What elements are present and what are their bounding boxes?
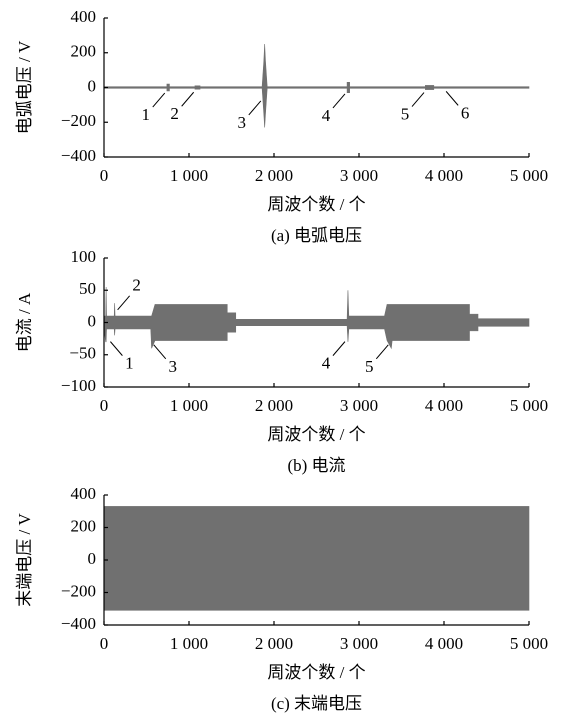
x-tick-label: 5 000 (510, 166, 548, 185)
x-tick-label: 3 000 (340, 396, 378, 415)
x-axis-label: 周波个数 / 个 (267, 663, 365, 682)
y-tick-label: 400 (71, 484, 97, 503)
x-tick-label: 0 (100, 396, 109, 415)
annotation-label: 1 (125, 354, 134, 373)
y-tick-label: 0 (88, 549, 97, 568)
signal-envelope (103, 506, 530, 611)
y-axis-label: 电流 / A (15, 292, 34, 352)
annotation-leader (411, 92, 425, 107)
annotation-label: 3 (169, 357, 178, 376)
y-tick-label: 200 (71, 42, 97, 61)
annotation-label: 5 (401, 104, 410, 123)
x-tick-label: 5 000 (510, 634, 548, 653)
x-tick-label: 2 000 (255, 634, 293, 653)
annotation-leader (375, 344, 389, 360)
x-axis-label: 周波个数 / 个 (267, 425, 365, 444)
annotation-leader (153, 344, 167, 360)
annotation-leader (181, 91, 195, 107)
x-tick-label: 1 000 (170, 166, 208, 185)
annotation-label: 2 (170, 104, 179, 123)
annotation-leader (110, 341, 123, 356)
annotation-label: 2 (132, 276, 141, 295)
caption: (c) 末端电压 (271, 694, 362, 713)
annotation-label: 6 (461, 103, 470, 122)
x-tick-label: 2 000 (255, 396, 293, 415)
signal-envelope (103, 44, 530, 128)
annotation-leader (152, 92, 166, 108)
y-tick-label: −50 (69, 344, 96, 363)
y-tick-label: −200 (61, 581, 96, 600)
x-tick-label: 1 000 (170, 634, 208, 653)
signal-envelope (103, 287, 530, 350)
x-tick-label: 3 000 (340, 166, 378, 185)
x-tick-label: 1 000 (170, 396, 208, 415)
annotation-leader (332, 341, 346, 356)
x-tick-label: 4 000 (425, 166, 463, 185)
y-tick-label: −100 (61, 376, 96, 395)
annotation-leader (332, 93, 346, 109)
caption: (a) 电弧电压 (271, 226, 362, 245)
annotation-label: 1 (142, 105, 151, 124)
y-tick-label: 50 (79, 279, 96, 298)
y-tick-label: 0 (88, 311, 97, 330)
y-tick-label: 0 (88, 76, 97, 95)
annotation-label: 5 (365, 357, 374, 376)
x-tick-label: 3 000 (340, 634, 378, 653)
y-tick-label: −200 (61, 111, 96, 130)
x-tick-label: 4 000 (425, 396, 463, 415)
x-tick-label: 0 (100, 634, 109, 653)
annotation-label: 4 (322, 354, 331, 373)
y-tick-label: −400 (61, 146, 96, 165)
y-tick-label: 200 (71, 516, 97, 535)
y-tick-label: −400 (61, 614, 96, 633)
annotation-leader (445, 91, 459, 106)
annotation-label: 4 (322, 106, 331, 125)
x-tick-label: 0 (100, 166, 109, 185)
x-tick-label: 4 000 (425, 634, 463, 653)
annotation-label: 3 (238, 113, 247, 132)
y-tick-label: 400 (71, 7, 97, 26)
y-axis-label: 电弧电压 / V (15, 40, 34, 134)
x-axis-label: 周波个数 / 个 (267, 195, 365, 214)
y-tick-label: 100 (71, 247, 97, 266)
caption: (b) 电流 (287, 456, 345, 475)
x-tick-label: 5 000 (510, 396, 548, 415)
x-tick-label: 2 000 (255, 166, 293, 185)
annotation-leader (117, 295, 131, 311)
y-axis-label: 末端电压 / V (15, 513, 34, 607)
annotation-leader (248, 100, 262, 116)
